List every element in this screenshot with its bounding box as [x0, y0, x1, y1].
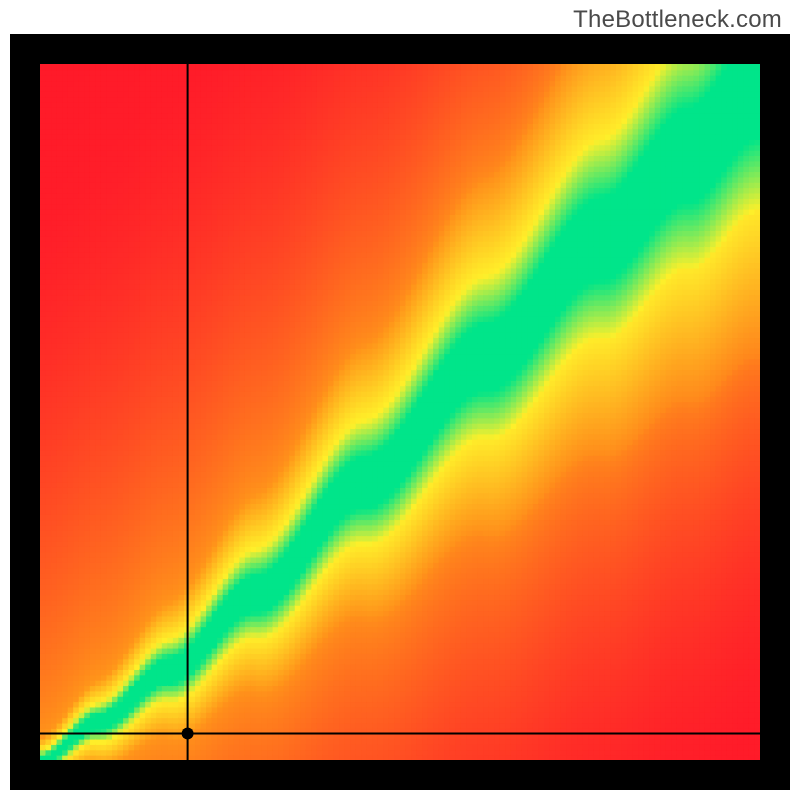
bottleneck-heatmap	[10, 34, 790, 790]
heatmap-canvas	[10, 34, 790, 790]
watermark-text: TheBottleneck.com	[573, 6, 782, 34]
